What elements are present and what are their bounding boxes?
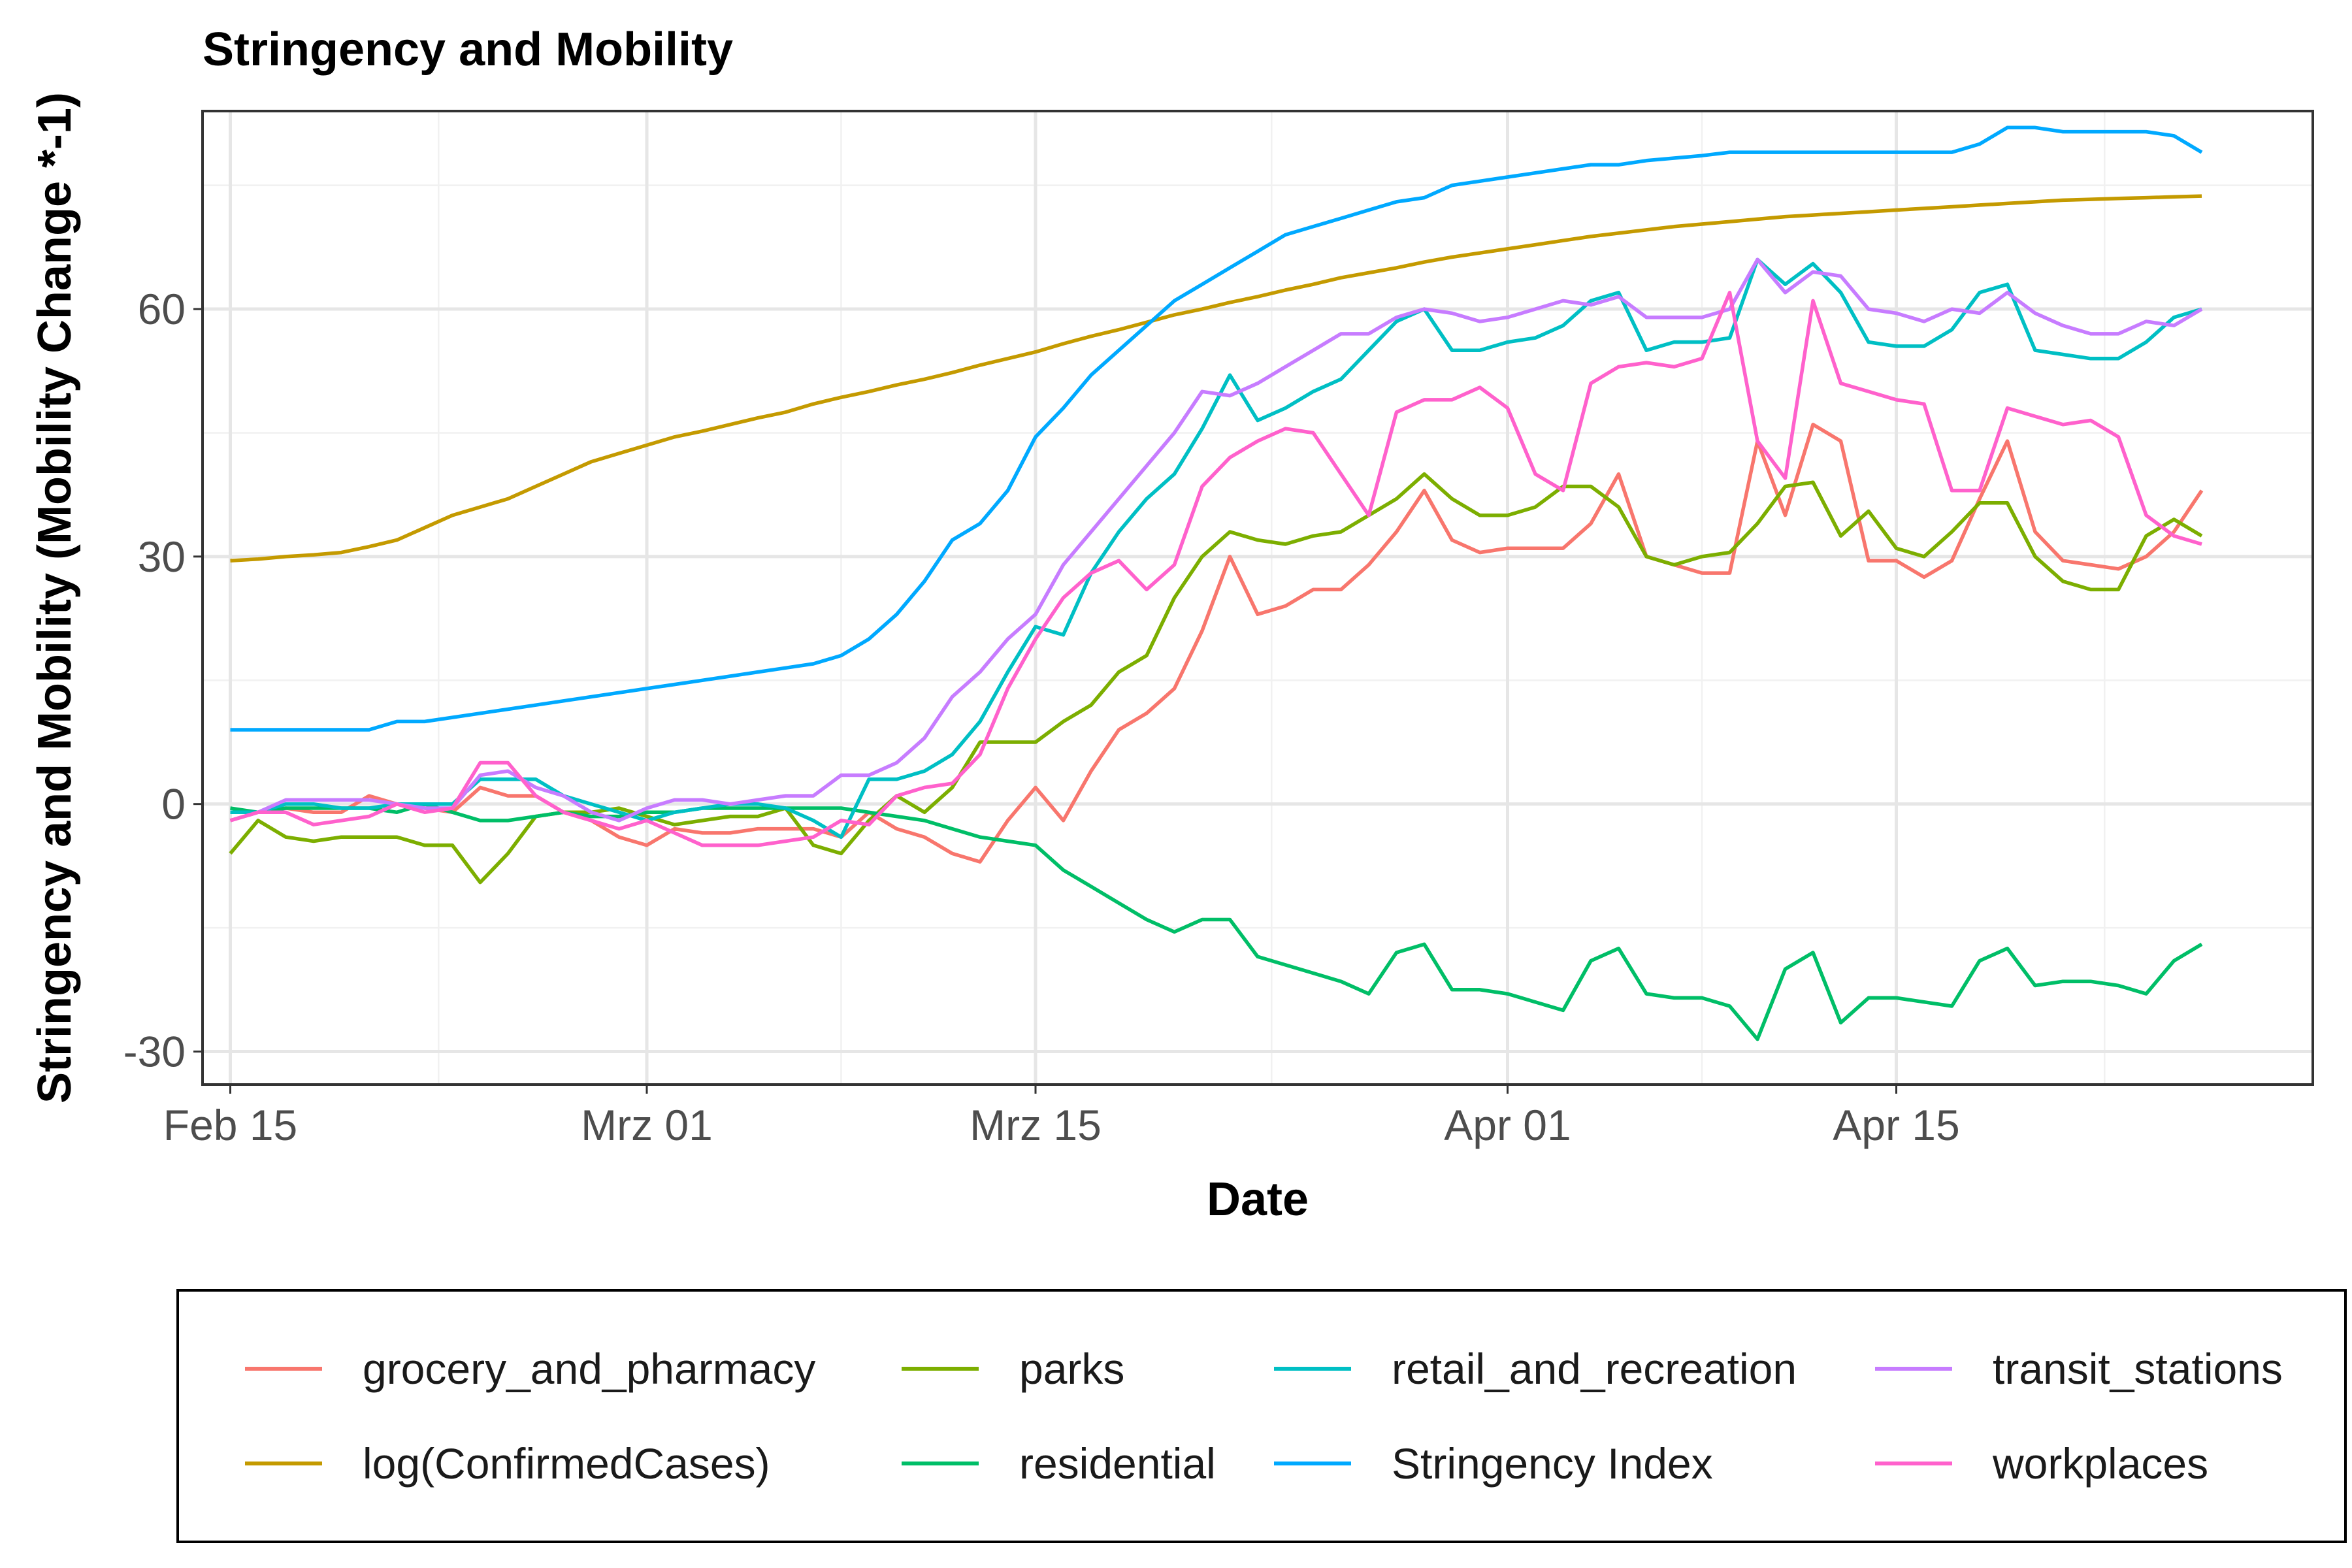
series-line-transit-stations (229, 257, 2203, 823)
legend-label-stringency-index: Stringency Index (1392, 1439, 1713, 1488)
legend-label-workplaces: workplaces (1992, 1439, 2208, 1488)
x-axis-title: Date (1207, 1173, 1309, 1226)
series-line-residential (230, 802, 2203, 1041)
x-tick-label: Apr 15 (1833, 1101, 1959, 1149)
x-tick-label: Feb 15 (163, 1101, 297, 1149)
y-axis-ticks: -30 0 30 60 (123, 285, 203, 1075)
legend-label-parks: parks (1019, 1345, 1124, 1393)
x-tick-label: Mrz 01 (581, 1101, 713, 1149)
chart-title: Stringency and Mobility (203, 24, 733, 76)
major-gridlines (203, 111, 2313, 1085)
legend-label-transit-stations: transit_stations (1993, 1345, 2283, 1393)
y-tick-label: 0 (161, 780, 186, 828)
y-tick-label: 30 (138, 532, 186, 581)
plot-panel-border (201, 110, 2314, 1086)
series-line-log-confirmedcases- (230, 194, 2202, 563)
legend-label-residential: residential (1019, 1439, 1216, 1488)
legend-label-retail-and-recreation: retail_and_recreation (1392, 1345, 1797, 1393)
series-line-stringency-index (230, 125, 2203, 732)
legend-label-grocery-and-pharmacy: grocery_and_pharmacy (363, 1345, 815, 1393)
minor-gridlines (203, 111, 2313, 1085)
legend-box (176, 1289, 2347, 1543)
series-line-parks (229, 472, 2203, 885)
legend: grocery_and_pharmacy log(ConfirmedCases) p… (176, 1289, 2347, 1543)
series-line-retail-and-recreation (230, 257, 2202, 839)
series-line-workplaces (229, 291, 2202, 847)
series-lines (229, 125, 2204, 1041)
x-axis-ticks: Feb 15 Mrz 01 Mrz 15 Apr 01 Apr 15 (163, 1085, 1960, 1149)
legend-label-log-confirmedcases-: log(ConfirmedCases) (363, 1439, 770, 1488)
y-tick-label: 60 (138, 285, 186, 333)
y-tick-label: -30 (123, 1027, 186, 1075)
x-tick-label: Mrz 15 (970, 1101, 1102, 1149)
legend-items: grocery_and_pharmacy log(ConfirmedCases) p… (245, 1345, 2283, 1488)
y-axis-title: Stringency and Mobility (Mobility Change… (29, 92, 81, 1103)
x-tick-label: Apr 01 (1444, 1101, 1571, 1149)
